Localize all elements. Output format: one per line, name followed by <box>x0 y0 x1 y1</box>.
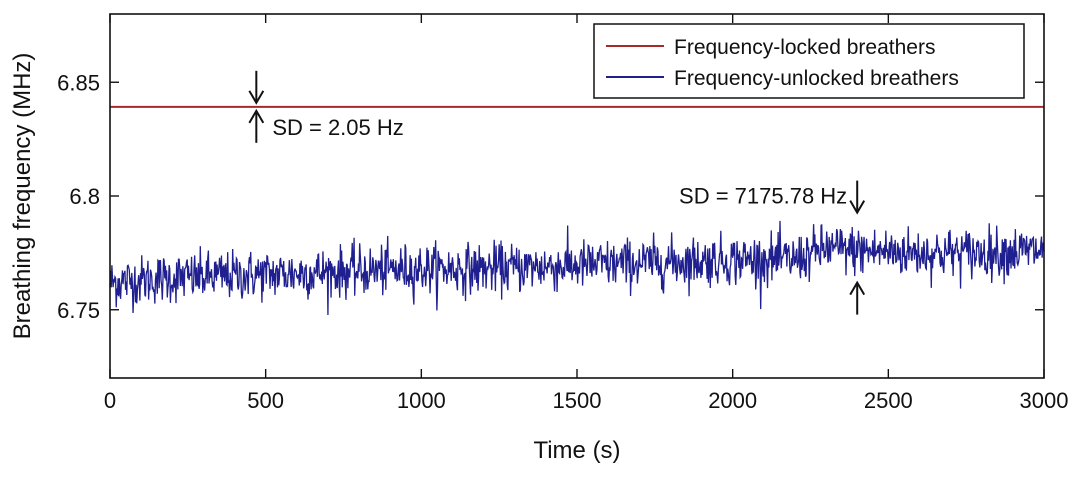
legend-label-unlocked: Frequency-unlocked breathers <box>674 67 959 90</box>
x-tick-label: 2500 <box>864 388 913 413</box>
sd-unlocked-arrow-down-head <box>849 200 866 215</box>
annotation-layer: SD = 2.05 Hz SD = 7175.78 Hz <box>248 70 866 315</box>
x-tick-label: 0 <box>104 388 116 413</box>
axes-layer: 0 500 1000 1500 2000 2500 3000 6.75 6.8 6.85 <box>57 13 1069 413</box>
y-axis-title: Breathing frequency (MHz) <box>9 53 36 340</box>
sd-locked-annotation: SD = 2.05 Hz <box>272 115 403 140</box>
x-tick-label: 1000 <box>397 388 446 413</box>
sd-unlocked-annotation: SD = 7175.78 Hz <box>679 184 847 209</box>
x-axis-title: Time (s) <box>533 437 620 464</box>
x-tick-label: 2000 <box>708 388 757 413</box>
series-layer <box>109 105 1045 315</box>
y-tick-label: 6.85 <box>57 70 100 95</box>
legend: Frequency-locked breathers Frequency-unl… <box>593 23 1025 99</box>
y-tick-label: 6.75 <box>57 298 100 323</box>
x-tick-label: 1500 <box>553 388 602 413</box>
legend-box <box>593 23 1025 99</box>
x-tick-label: 3000 <box>1020 388 1069 413</box>
legend-label-locked: Frequency-locked breathers <box>674 36 935 59</box>
sd-locked-arrow-up-head <box>248 108 265 124</box>
y-tick-label: 6.8 <box>69 184 100 209</box>
sd-unlocked-arrow-up-head <box>849 280 866 296</box>
series-unlocked-line <box>109 220 1045 315</box>
x-tick-label: 500 <box>247 388 284 413</box>
sd-locked-arrow-down-head <box>248 90 265 105</box>
